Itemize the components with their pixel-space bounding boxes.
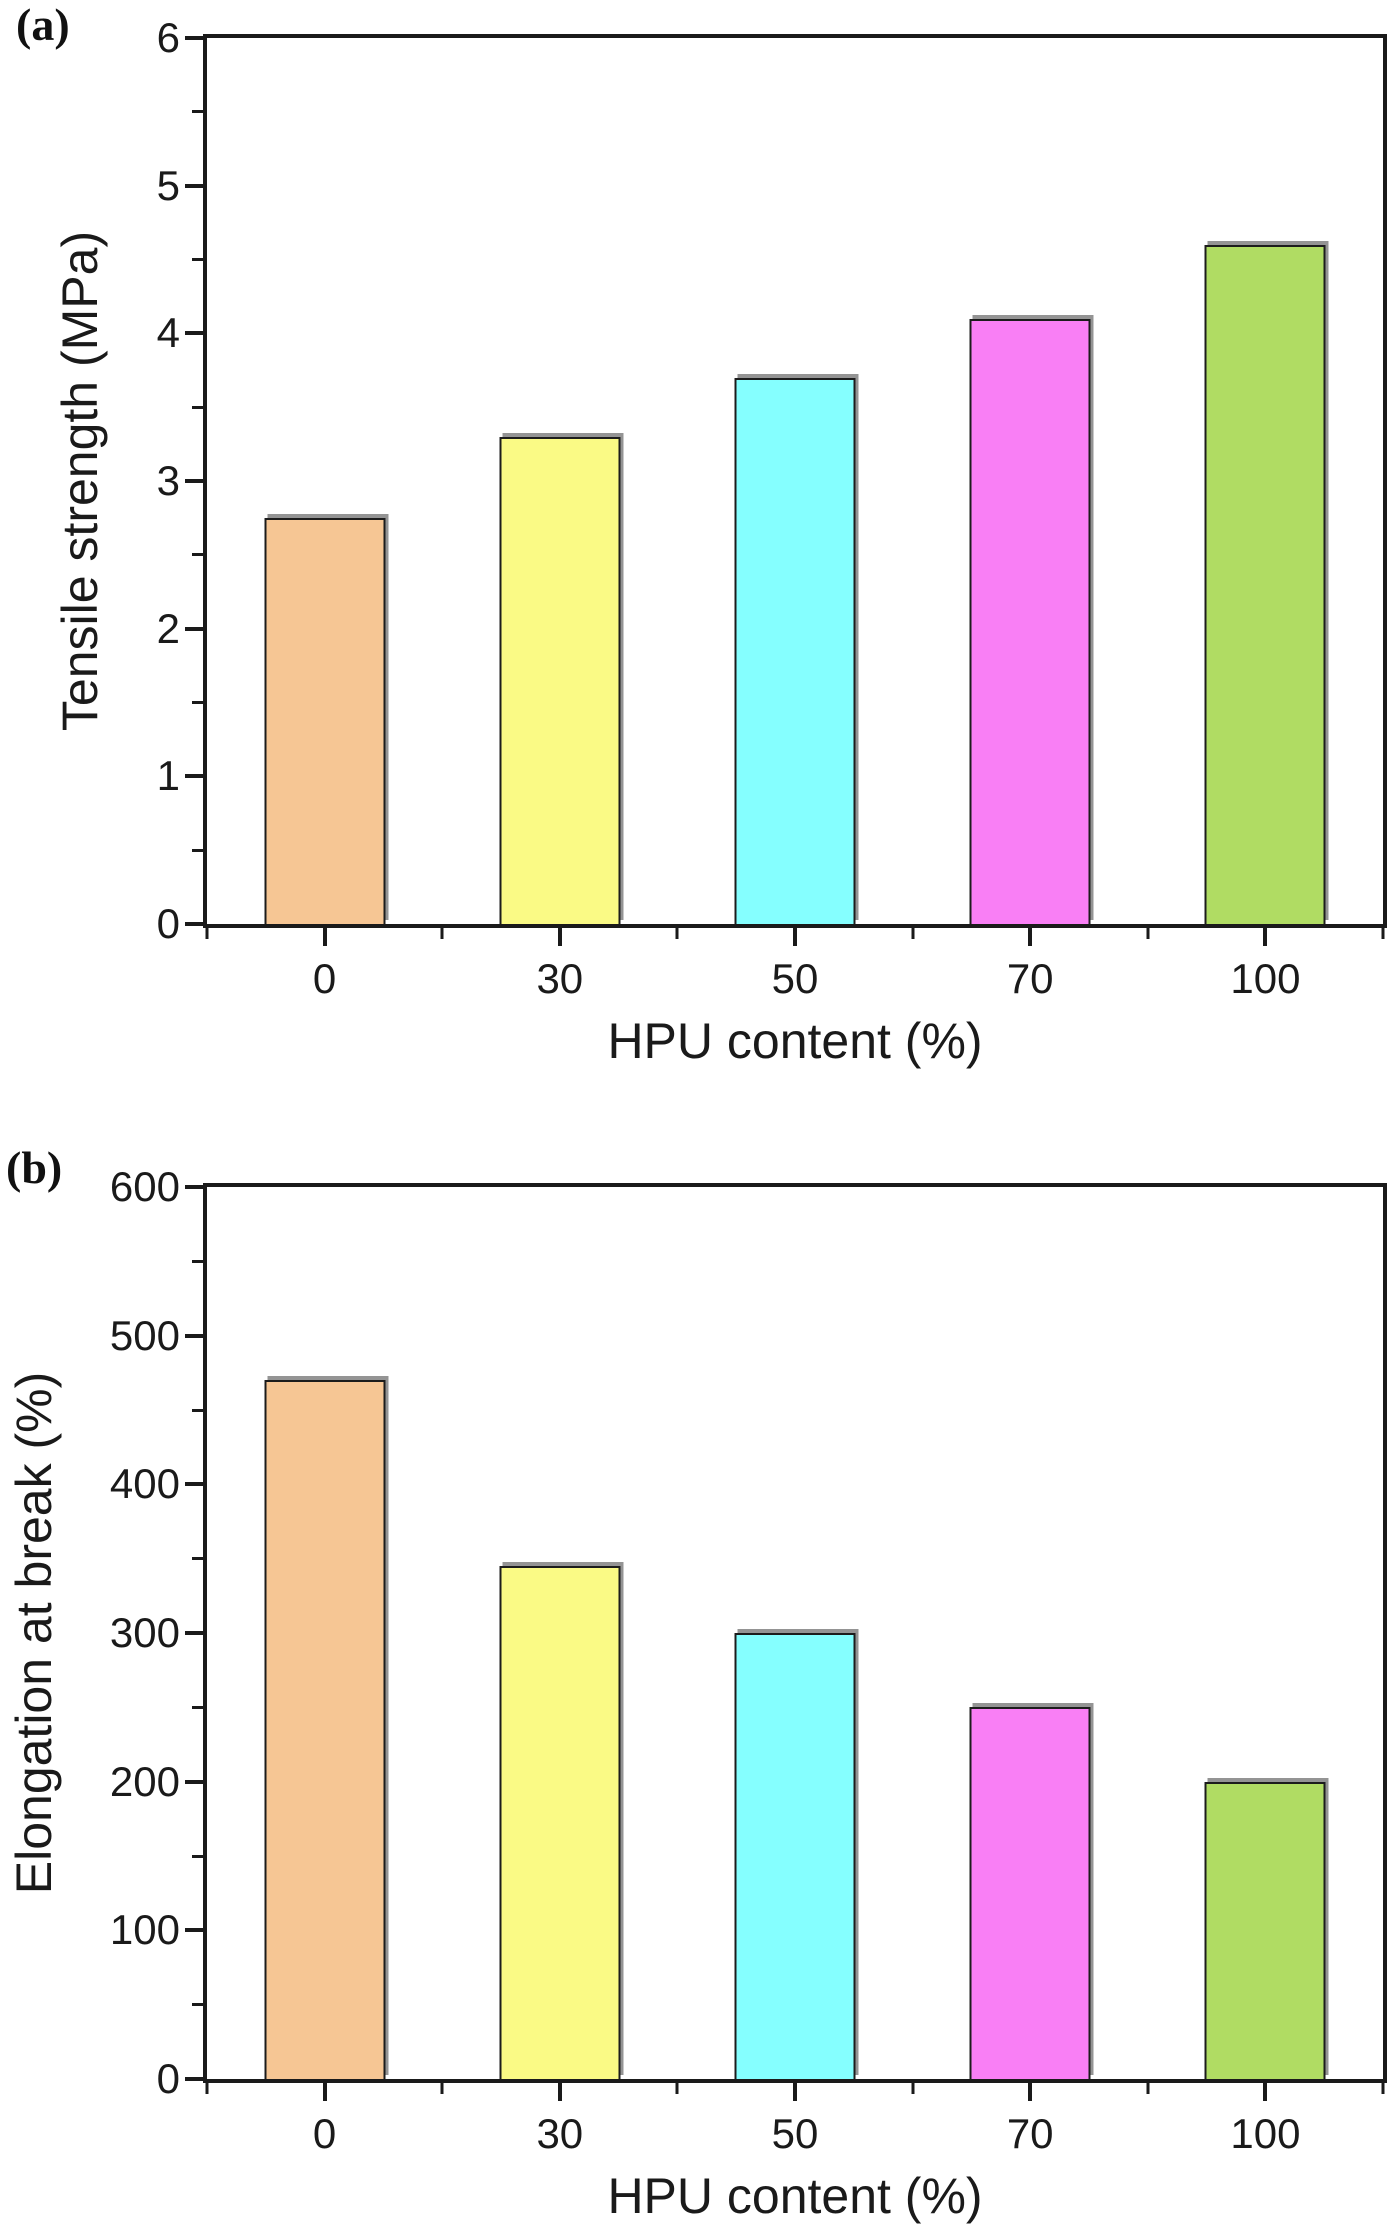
- panel-a-x-tick-label: 100: [1230, 955, 1301, 1002]
- panel-b-y-tick-label: 500: [109, 1311, 180, 1359]
- panel-a-bar-100: [1204, 245, 1326, 924]
- panel-b-y-tick-label: 300: [109, 1609, 180, 1656]
- panel-b-y-tick-label: 200: [109, 1757, 180, 1805]
- panel-b-x-minor-tick: [911, 2083, 915, 2094]
- panel-b-y-major-tick: [185, 1779, 203, 1784]
- panel-b-x-tick-label: 70: [1006, 2110, 1054, 2157]
- panel-a-x-minor-tick: [675, 928, 679, 939]
- panel-b-y-minor-tick: [192, 1557, 203, 1561]
- panel-a-x-major-tick: [1263, 928, 1268, 946]
- panel-a-y-minor-tick: [192, 110, 203, 114]
- panel-a-x-tick-label: 30: [536, 955, 584, 1002]
- panel-a-x-major-tick: [793, 928, 797, 946]
- panel-b-y-minor-tick: [192, 1259, 203, 1263]
- panel-a-x-axis-title: HPU content (%): [607, 1013, 983, 1069]
- panel-a-y-tick-label: 4: [156, 309, 180, 357]
- panel-b-x-major-tick: [793, 2083, 797, 2101]
- panel-b-y-tick-label: 0: [156, 2055, 180, 2102]
- panel-b-bar-70: [969, 1707, 1091, 2079]
- panel-a-x-tick-label: 50: [771, 955, 819, 1002]
- panel-a-y-minor-tick: [192, 405, 203, 409]
- panel-b-y-major-tick: [185, 1482, 203, 1487]
- panel-a-y-minor-tick: [192, 848, 203, 852]
- panel-a-x-minor-tick: [1146, 928, 1150, 939]
- panel-a-bar-0: [264, 518, 386, 924]
- panel-b-x-minor-tick: [675, 2083, 679, 2094]
- panel-b-y-minor-tick: [192, 2003, 203, 2007]
- panel-a-x-minor-tick: [440, 928, 444, 939]
- panel-b-x-tick-label: 30: [536, 2110, 584, 2157]
- panel-b-x-minor-tick: [1146, 2083, 1150, 2094]
- panel-b-y-axis-title: Elongation at break (%): [6, 1371, 62, 1895]
- panel-b-x-axis-title: HPU content (%): [607, 2168, 983, 2224]
- panel-a-x-major-tick: [1028, 928, 1033, 946]
- panel-b-x-major-tick: [1028, 2083, 1033, 2101]
- panel-b-x-minor-tick: [1381, 2083, 1385, 2094]
- panel-a-y-tick-label: 0: [156, 900, 180, 947]
- panel-b-y-minor-tick: [192, 1854, 203, 1858]
- panel-a-y-major-tick: [185, 626, 203, 631]
- panel-b-y-major-tick: [185, 1185, 203, 1189]
- panel-b-bar-100: [1204, 1782, 1326, 2079]
- panel-a-y-tick-label: 1: [156, 752, 180, 800]
- panel-a-y-tick-label: 6: [156, 14, 180, 61]
- panel-b-x-minor-tick: [440, 2083, 444, 2094]
- panel-a-y-major-tick: [185, 183, 203, 188]
- panel-b-bar-50: [734, 1633, 856, 2079]
- panel-b-x-major-tick: [1263, 2083, 1268, 2101]
- panel-a-x-minor-tick: [205, 928, 209, 939]
- panel-b-y-minor-tick: [192, 1705, 203, 1709]
- panel-b-x-minor-tick: [205, 2083, 209, 2094]
- panel-b-x-major-tick: [557, 2083, 562, 2101]
- panel-b-y-tick-label: 400: [109, 1460, 180, 1508]
- panel-a-x-minor-tick: [1381, 928, 1385, 939]
- panel-a-label: (a): [16, 0, 70, 50]
- panel-a-x-tick-label: 70: [1006, 955, 1054, 1002]
- panel-b-y-major-tick: [185, 1928, 203, 1933]
- panel-a-y-minor-tick: [192, 258, 203, 261]
- panel-b-y-minor-tick: [192, 1408, 203, 1412]
- panel-a-y-tick-label: 5: [156, 161, 180, 209]
- panel-b-bar-30: [499, 1566, 621, 2079]
- panel-b-y-tick-label: 600: [109, 1163, 180, 1210]
- panel-a-y-axis-title: Tensile strength (MPa): [52, 230, 108, 732]
- panel-a-x-major-tick: [322, 928, 327, 946]
- panel-a-y-minor-tick: [192, 701, 203, 704]
- panel-b-plot-area: 0 100 200 300 400 500 600 0 30 50 70 100: [110, 1166, 1387, 2155]
- panel-a-y-major-tick: [185, 479, 203, 483]
- panel-b-x-tick-label: 0: [312, 2110, 337, 2157]
- panel-b-x-tick-label: 50: [771, 2110, 819, 2157]
- panel-b-y-major-tick: [185, 1631, 203, 1635]
- panel-a-bar-50: [734, 378, 856, 924]
- panel-a-y-major-tick: [185, 774, 203, 779]
- panel-a-plot-area: 0 1 2 3 4 5 6 0 30 50 70 100: [157, 17, 1387, 1000]
- panel-a-x-tick-label: 0: [312, 955, 337, 1002]
- panel-b-y-major-tick: [185, 2077, 203, 2081]
- panel-a-y-major-tick: [185, 36, 203, 40]
- panel-a-x-major-tick: [557, 928, 562, 946]
- panel-a-y-tick-label: 2: [156, 604, 180, 652]
- panel-a-x-minor-tick: [911, 928, 915, 939]
- panel-a-bar-70: [969, 319, 1091, 924]
- panel-a-y-major-tick: [185, 922, 203, 926]
- panel-a-y-tick-label: 3: [156, 457, 180, 504]
- panel-b-x-major-tick: [322, 2083, 327, 2101]
- panel-b-y-major-tick: [185, 1333, 203, 1338]
- panel-a-bar-30: [499, 437, 621, 924]
- panel-b-label: (b): [6, 1142, 63, 1193]
- panel-a-y-minor-tick: [192, 553, 203, 557]
- panel-a-y-major-tick: [185, 331, 203, 336]
- panel-b-y-tick-label: 100: [109, 1906, 180, 1954]
- panel-b-bar-0: [264, 1380, 386, 2079]
- panel-b-x-tick-label: 100: [1230, 2110, 1301, 2157]
